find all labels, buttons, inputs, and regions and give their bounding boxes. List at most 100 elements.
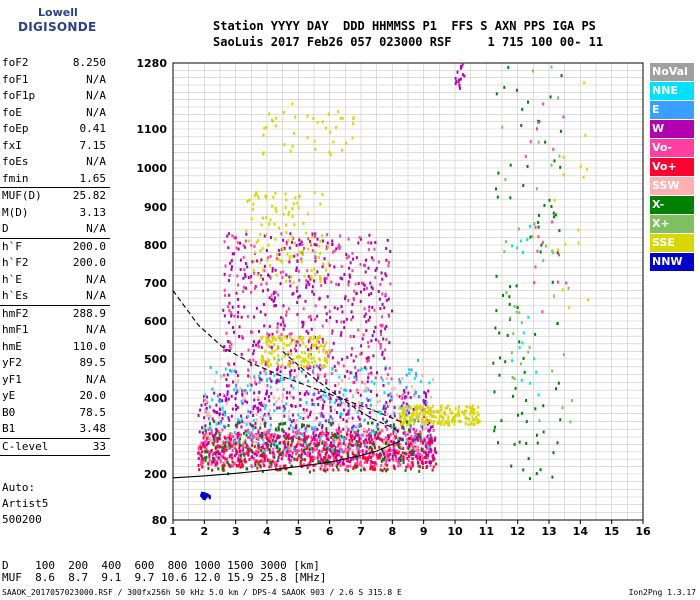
echo-point <box>252 456 255 460</box>
echo-point <box>206 450 209 454</box>
echo-point <box>301 253 304 257</box>
echo-point <box>267 439 270 443</box>
echo-point <box>297 340 300 344</box>
y-tick-label: 200 <box>144 468 167 481</box>
echo-point <box>405 373 408 377</box>
echo-point <box>421 466 424 470</box>
echo-point <box>276 378 279 382</box>
echo-point <box>340 305 343 309</box>
echo-point <box>423 438 426 442</box>
echo-point <box>242 389 245 393</box>
echo-point <box>413 445 416 449</box>
echo-point <box>272 338 275 342</box>
echo-point <box>285 434 288 438</box>
echo-point <box>357 451 360 455</box>
echo-point <box>307 315 310 319</box>
echo-point <box>255 459 258 463</box>
echo-point <box>246 415 249 419</box>
echo-point <box>501 125 504 129</box>
echo-point <box>295 343 298 347</box>
echo-point <box>415 455 418 459</box>
echo-point <box>318 373 321 377</box>
echo-point <box>324 419 327 423</box>
echo-point <box>354 464 357 468</box>
echo-point <box>269 385 272 389</box>
echo-point <box>332 140 335 144</box>
echo-point <box>424 456 427 460</box>
echo-point <box>389 392 392 396</box>
echo-point <box>287 415 290 419</box>
echo-point <box>359 393 362 397</box>
echo-point <box>227 440 230 444</box>
echo-point <box>407 436 410 440</box>
echo-point <box>249 388 252 392</box>
echo-point <box>282 304 285 308</box>
param-name: h`F <box>2 239 22 253</box>
echo-point <box>247 348 250 352</box>
echo-point <box>404 433 407 437</box>
echo-point <box>417 448 420 452</box>
echo-point <box>398 406 401 410</box>
echo-point <box>386 419 389 423</box>
echo-point <box>358 400 361 404</box>
echo-point <box>378 260 381 264</box>
echo-point <box>335 319 338 323</box>
echo-point <box>231 441 234 445</box>
echo-point <box>421 457 424 461</box>
echo-point <box>425 466 428 470</box>
echo-point <box>342 417 345 421</box>
echo-point <box>348 255 351 259</box>
echo-point <box>345 464 348 468</box>
echo-point <box>359 444 362 448</box>
echo-point <box>293 338 296 342</box>
echo-point <box>398 377 401 381</box>
echo-point <box>557 381 560 385</box>
echo-point <box>311 249 314 253</box>
echo-point <box>236 388 239 392</box>
echo-point <box>208 405 211 409</box>
echo-point <box>550 163 553 167</box>
echo-point <box>276 444 279 448</box>
echo-point <box>388 448 391 452</box>
echo-point <box>280 365 283 369</box>
echo-point <box>284 432 287 436</box>
echo-point <box>282 377 285 381</box>
echo-point <box>361 337 364 341</box>
echo-point <box>360 281 363 285</box>
echo-point <box>350 310 353 314</box>
echo-point <box>253 315 256 319</box>
echo-point <box>200 441 203 445</box>
echo-point <box>300 363 303 367</box>
echo-point <box>268 359 271 363</box>
echo-point <box>367 359 370 363</box>
echo-point <box>324 440 327 444</box>
echo-point <box>318 432 321 436</box>
echo-point <box>293 347 296 351</box>
echo-point <box>291 438 294 442</box>
echo-point <box>321 413 324 417</box>
echo-point <box>402 401 405 405</box>
echo-point <box>207 411 210 415</box>
echo-point <box>236 297 239 301</box>
echo-point <box>329 455 332 459</box>
echo-point <box>337 431 340 435</box>
echo-point <box>300 370 303 374</box>
echo-point <box>359 299 362 303</box>
echo-point <box>374 376 377 380</box>
echo-point <box>381 378 384 382</box>
param-name: hmF1 <box>2 323 29 336</box>
echo-point <box>407 458 410 462</box>
echo-point <box>242 441 245 445</box>
param-row: MUF(D) 25.82 <box>0 188 110 205</box>
echo-point <box>416 436 419 440</box>
echo-point <box>221 467 224 471</box>
echo-point <box>393 452 396 456</box>
echo-point <box>344 295 347 299</box>
echo-point <box>402 413 405 417</box>
echo-point <box>267 339 270 343</box>
echo-point <box>243 452 246 456</box>
echo-point <box>321 340 324 344</box>
echo-point <box>410 467 413 471</box>
echo-point <box>411 417 414 421</box>
echo-point <box>248 435 251 439</box>
